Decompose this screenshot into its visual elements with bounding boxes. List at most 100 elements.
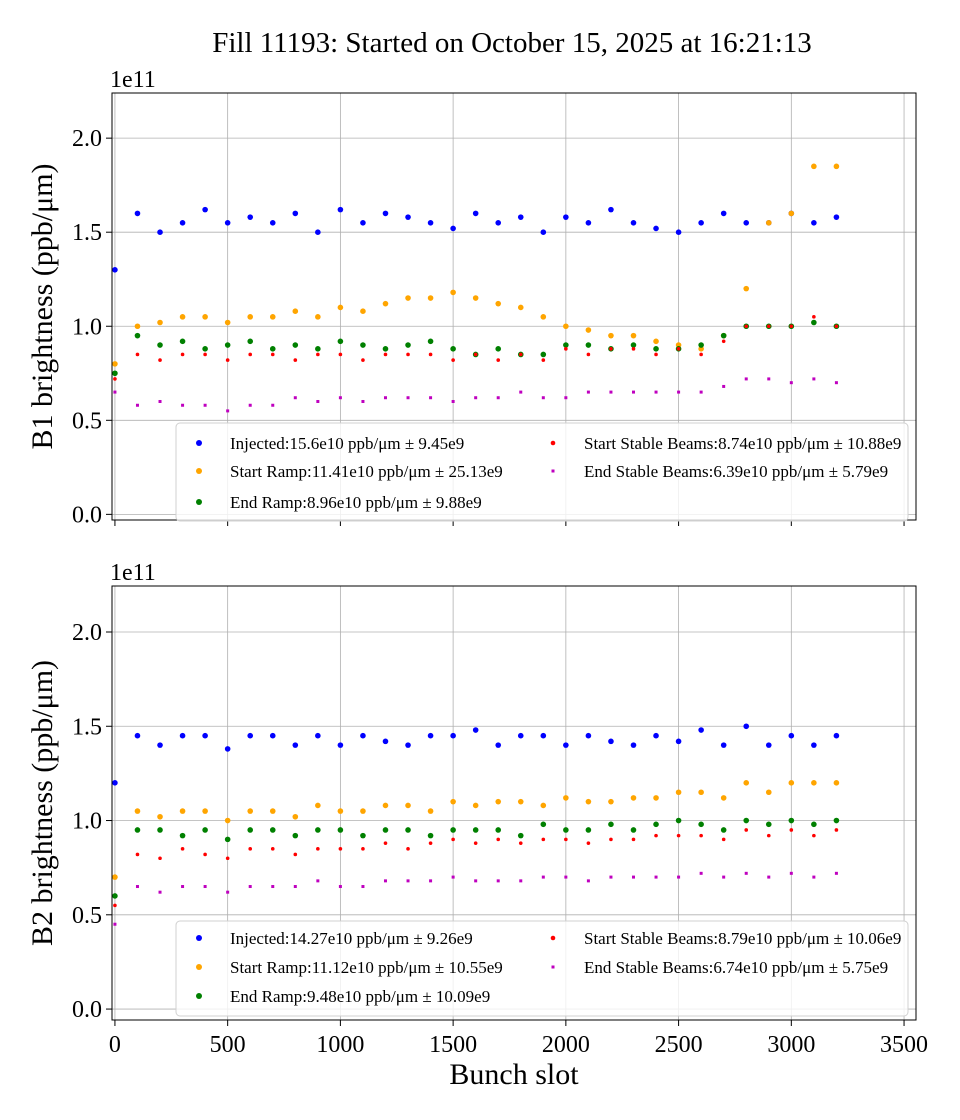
data-point <box>450 732 456 739</box>
data-point <box>833 732 840 739</box>
data-point <box>269 827 276 833</box>
data-point <box>653 732 659 739</box>
legend: Injected:14.27e10 ppb/μm ± 9.26e9 Start R… <box>175 920 909 1017</box>
data-point <box>564 347 568 351</box>
data-point <box>405 742 411 748</box>
data-point <box>428 352 433 357</box>
data-point <box>517 214 524 220</box>
data-point <box>406 396 410 400</box>
data-point <box>316 847 320 851</box>
data-point <box>179 219 186 226</box>
data-point <box>833 817 840 824</box>
data-point <box>654 833 658 838</box>
data-point <box>179 732 186 739</box>
data-point <box>496 358 501 362</box>
data-point <box>405 802 411 809</box>
data-point <box>226 890 230 894</box>
data-point <box>698 219 704 226</box>
data-point <box>406 352 410 357</box>
data-point <box>112 267 118 273</box>
data-point <box>586 841 591 845</box>
chart-title: Fill 11193: Started on October 15, 2025 … <box>212 27 812 59</box>
y-tick-label: 0.0 <box>72 502 102 528</box>
data-point <box>609 347 613 351</box>
data-point <box>202 206 208 213</box>
data-point <box>225 856 230 861</box>
data-point <box>699 871 703 875</box>
x-tick-label: 3000 <box>767 1032 815 1058</box>
data-point <box>451 837 455 842</box>
data-point <box>765 789 772 796</box>
data-point <box>585 827 592 833</box>
data-point <box>517 798 524 805</box>
data-point <box>450 225 456 232</box>
legend-marker <box>196 499 202 505</box>
data-point <box>292 210 299 217</box>
data-point <box>585 342 592 348</box>
data-point <box>653 821 659 828</box>
data-point <box>675 817 682 824</box>
data-point <box>112 370 118 377</box>
data-point <box>451 399 455 403</box>
data-point <box>474 396 478 400</box>
data-point <box>586 390 590 394</box>
data-point <box>518 352 523 357</box>
data-point <box>518 841 523 845</box>
y-offset-label: 1e11 <box>110 67 156 93</box>
data-point <box>293 852 298 857</box>
data-point <box>608 738 614 745</box>
data-point <box>405 295 411 301</box>
y-tick-label: 1.0 <box>72 314 102 340</box>
legend-marker <box>196 468 202 474</box>
data-point <box>269 219 276 226</box>
data-point <box>631 875 635 879</box>
data-point <box>811 821 817 828</box>
data-point <box>134 808 141 814</box>
data-point <box>450 827 456 833</box>
data-point <box>767 377 771 381</box>
data-point <box>406 879 410 883</box>
data-point <box>812 315 816 319</box>
data-point <box>675 229 682 235</box>
data-point <box>496 837 501 842</box>
data-point <box>451 358 455 362</box>
plot-frame <box>111 585 917 1021</box>
data-point <box>495 300 502 307</box>
data-point <box>722 875 726 879</box>
data-point <box>812 377 816 381</box>
data-point <box>157 342 163 348</box>
data-point <box>248 847 253 851</box>
data-point <box>540 229 547 235</box>
data-point <box>811 319 817 326</box>
data-point <box>202 346 208 352</box>
data-point <box>224 319 231 326</box>
data-point <box>811 219 817 226</box>
legend-marker <box>196 993 202 999</box>
legend-entry: End Ramp:8.96e10 ppb/μm ± 9.88e9 <box>230 493 482 512</box>
data-point <box>337 827 344 833</box>
data-point <box>743 817 750 824</box>
data-point <box>202 314 208 320</box>
data-point <box>112 361 118 367</box>
data-point <box>563 214 569 220</box>
data-point <box>675 789 682 796</box>
data-point <box>720 332 727 339</box>
data-point <box>315 314 321 320</box>
data-point <box>360 342 366 348</box>
data-point <box>315 732 321 739</box>
data-point <box>721 837 726 842</box>
data-point <box>247 808 254 814</box>
data-point <box>743 285 750 292</box>
data-point <box>427 808 434 814</box>
data-point <box>496 879 500 883</box>
data-point <box>450 346 456 352</box>
subplot-2: 0 500 1000 1500 2000 2500 3000 3500 0.0 0.5 1.0 1.5… <box>26 560 928 1091</box>
data-point <box>811 780 817 786</box>
data-point <box>676 347 681 351</box>
data-point <box>519 390 523 394</box>
data-point <box>608 821 614 828</box>
legend-marker <box>550 440 556 446</box>
data-point <box>134 732 141 739</box>
data-point <box>157 813 163 820</box>
data-point <box>135 352 140 357</box>
